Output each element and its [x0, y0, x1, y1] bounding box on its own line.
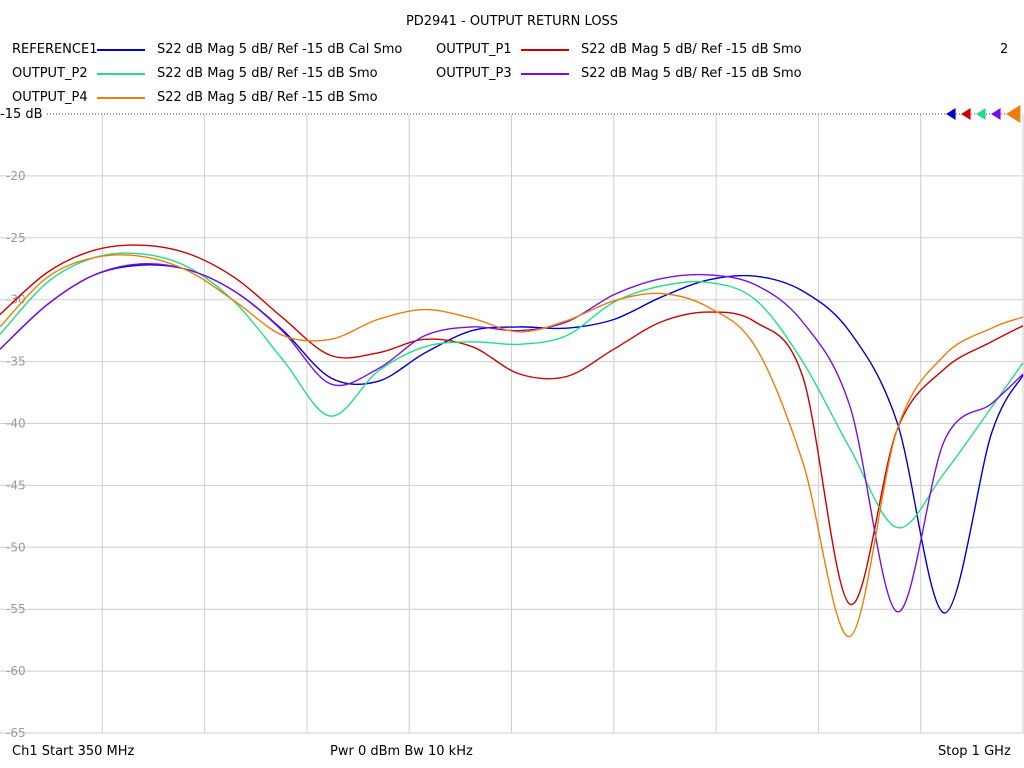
legend-name-output-p2: OUTPUT_P2 [12, 66, 88, 81]
footer-power-bw: Pwr 0 dBm Bw 10 kHz [330, 744, 473, 759]
series-lines [0, 244, 1024, 638]
ref-marker-output-p3 [991, 108, 1001, 120]
footer-start: Ch1 Start 350 MHz [12, 744, 135, 759]
y-axis-ticks: -20-25-30-35-40-45-50-55-60-65 [6, 169, 26, 740]
ref-marker-reference1 [946, 108, 956, 120]
y-tick-label: -25 [6, 231, 26, 245]
series-line-output-p2 [0, 252, 1024, 529]
y-tick-label: -20 [6, 169, 26, 183]
legend-swatch-output-p2 [97, 73, 145, 75]
legend-desc-output-p1: S22 dB Mag 5 dB/ Ref -15 dB Smo [581, 42, 802, 57]
legend-swatch-output-p1 [521, 49, 569, 51]
series-line-output-p4 [0, 254, 1024, 638]
channel-number: 2 [1000, 42, 1009, 57]
y-tick-label: -55 [6, 602, 26, 616]
ref-marker-output-p4 [1006, 105, 1021, 123]
legend-name-reference1: REFERENCE1 [12, 42, 98, 57]
ref-markers [946, 105, 1021, 123]
legend-desc-reference1: S22 dB Mag 5 dB/ Ref -15 dB Cal Smo [157, 42, 403, 57]
y-tick-label: -35 [6, 355, 26, 369]
legend-desc-output-p4: S22 dB Mag 5 dB/ Ref -15 dB Smo [157, 90, 378, 105]
legend-desc-output-p2: S22 dB Mag 5 dB/ Ref -15 dB Smo [157, 66, 378, 81]
series-line-output-p1 [0, 244, 1024, 605]
y-tick-label: -50 [6, 540, 26, 554]
footer-stop: Stop 1 GHz [938, 744, 1011, 759]
series-line-output-p3 [0, 262, 1024, 613]
legend-swatch-output-p4 [97, 97, 145, 99]
y-tick-label: -45 [6, 478, 26, 492]
y-tick-label: -40 [6, 417, 26, 431]
legend-name-output-p4: OUTPUT_P4 [12, 90, 88, 105]
y-tick-label: -65 [6, 726, 26, 740]
y-tick-label: -60 [6, 664, 26, 678]
legend-swatch-reference1 [97, 49, 145, 51]
legend-desc-output-p3: S22 dB Mag 5 dB/ Ref -15 dB Smo [581, 66, 802, 81]
chart-title: PD2941 - OUTPUT RETURN LOSS [405, 14, 619, 29]
ref-marker-output-p1 [961, 108, 971, 120]
legend-name-output-p1: OUTPUT_P1 [436, 42, 512, 57]
ref-level-label: -15 dB [0, 107, 45, 122]
ref-marker-output-p2 [976, 108, 986, 120]
legend-name-output-p3: OUTPUT_P3 [436, 66, 512, 81]
legend-swatch-output-p3 [521, 73, 569, 75]
grid [0, 113, 1024, 734]
